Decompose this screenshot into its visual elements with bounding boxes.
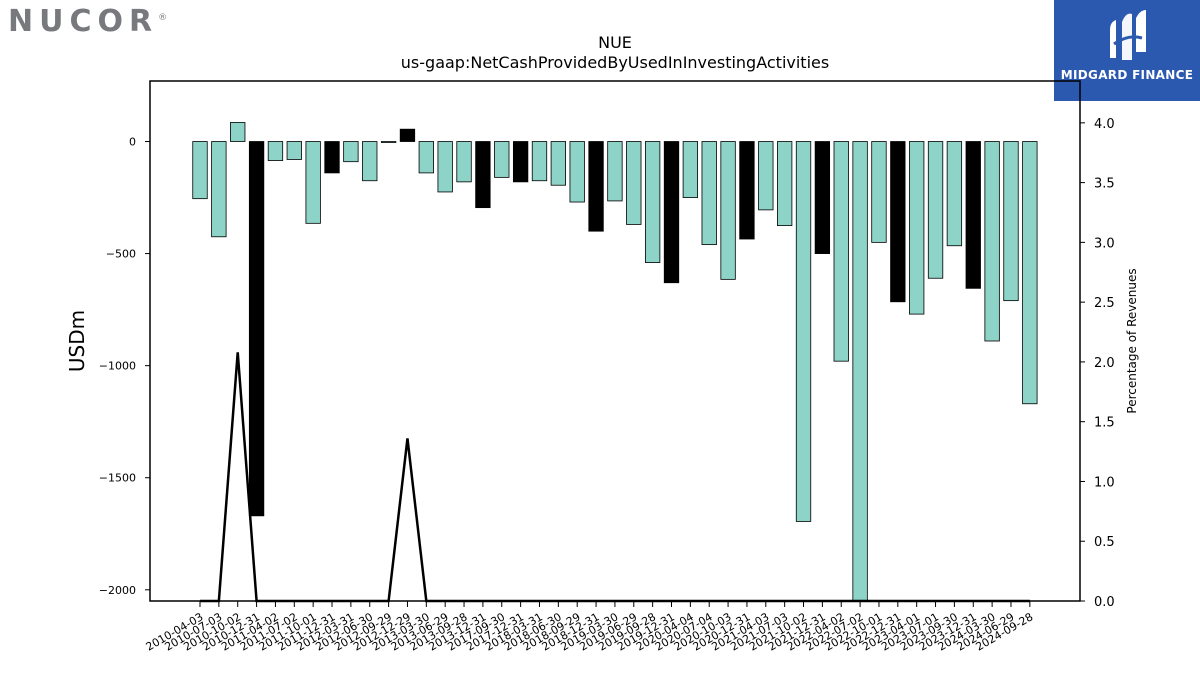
bar-2013-03-30: [418, 141, 434, 174]
y2-tick-label: 0.5: [1094, 535, 1115, 550]
bar-2022-07-02: [852, 141, 868, 602]
chart-title: NUE: [598, 33, 632, 52]
bar-2012-12-29: [399, 128, 416, 142]
bar-2012-03-31: [343, 141, 359, 163]
y2-tick-label: 2.0: [1094, 356, 1115, 371]
y-axis-label: USDm: [65, 310, 89, 372]
bar-2011-10-01: [305, 141, 321, 224]
y2-tick-label: 1.5: [1094, 416, 1115, 431]
y2-tick-label: 1.0: [1094, 475, 1115, 490]
bar-2021-10-02: [795, 141, 812, 522]
bar-2019-12-31: [663, 141, 680, 284]
y2-axis-label: Percentage of Revenues: [1125, 268, 1139, 413]
bar-2010-04-03: [192, 141, 208, 200]
chart-subtitle: us-gaap:NetCashProvidedByUsedInInvesting…: [401, 53, 829, 72]
bar-2013-09-28: [456, 141, 472, 183]
bar-2012-09-29: [380, 141, 397, 143]
bar-2013-06-29: [437, 141, 453, 193]
y2-tick-label: 3.0: [1094, 236, 1115, 251]
bar-2019-09-28: [644, 141, 661, 263]
bar-2012-06-30: [362, 141, 378, 182]
bar-2021-04-03: [758, 141, 774, 211]
bar-2018-03-31: [531, 141, 548, 182]
bar-2020-12-31: [739, 141, 755, 240]
y-tick-label: −1000: [99, 360, 136, 373]
bar-2020-04-04: [682, 141, 699, 198]
bar-2010-12-31: [248, 141, 265, 517]
bar-2017-12-31: [512, 141, 529, 183]
bar-2022-12-31: [890, 141, 906, 303]
bar-2019-03-30: [607, 141, 623, 202]
axes-layer: 0 −500 −1000 −1500 −2000 0.0 0.5 1.0 1.5 2.0 2.5 3.…: [99, 80, 1115, 654]
partner-name: MIDGARD FINANCE: [1060, 68, 1194, 82]
bar-2023-09-30: [946, 141, 963, 247]
bar-2023-04-01: [909, 141, 925, 315]
bar-2010-07-03: [211, 141, 227, 238]
bar-2013-12-31: [475, 141, 491, 209]
bar-2023-07-01: [927, 141, 944, 279]
y-tick-label: −1500: [99, 472, 136, 485]
bar-2024-06-29: [1003, 141, 1019, 302]
bar-2024-03-30: [984, 141, 1000, 342]
y-tick-label: 0: [129, 136, 136, 149]
stylized-m-logo-icon: [1110, 10, 1146, 60]
pct-line-layer: [200, 352, 1030, 603]
bar-2019-06-29: [626, 141, 642, 225]
y-tick-label: −500: [106, 248, 136, 261]
bar-2011-04-02: [267, 141, 284, 161]
bar-2022-04-02: [833, 141, 849, 362]
y2-tick-label: 3.5: [1094, 177, 1115, 192]
midgard-finance-badge: MIDGARD FINANCE: [1054, 0, 1200, 101]
bar-2024-09-28: [1022, 141, 1038, 405]
y2-tick-label: 4.0: [1094, 117, 1115, 132]
pct-of-revenues-line: [200, 352, 1030, 603]
bar-2018-12-31: [588, 141, 604, 232]
bar-2023-12-31: [965, 141, 981, 289]
bar-2018-09-29: [569, 141, 585, 203]
y-tick-label: −2000: [99, 584, 136, 597]
bar-2011-12-31: [324, 141, 340, 174]
bar-2021-07-03: [777, 141, 793, 226]
bars-layer: [192, 122, 1038, 602]
y2-tick-label: 0.0: [1094, 595, 1115, 610]
bar-2020-07-04: [701, 141, 717, 246]
bar-2021-12-31: [814, 141, 831, 254]
nucor-logo: NUCOR®: [8, 4, 168, 39]
bar-2010-10-02: [230, 122, 246, 142]
bar-2020-10-03: [720, 141, 736, 280]
bar-2018-06-30: [550, 141, 566, 186]
y2-tick-label: 2.5: [1094, 296, 1115, 311]
bar-2011-07-02: [286, 141, 302, 160]
bar-2022-10-01: [871, 141, 887, 243]
bar-2017-09-30: [494, 141, 510, 178]
